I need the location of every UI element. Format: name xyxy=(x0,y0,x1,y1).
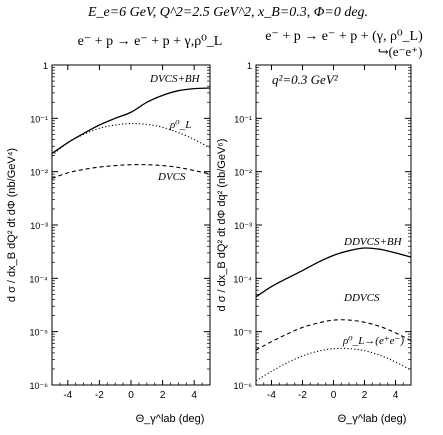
y-tick-label: 10⁻⁵ xyxy=(30,328,49,338)
y-tick-label: 10⁻⁴ xyxy=(233,274,252,284)
x-tick-label: -2 xyxy=(298,390,307,401)
right-series xyxy=(255,247,412,382)
left-panel: -4 -2 0 2 4 10⁻⁶ 10⁻⁵ 10⁻⁴ 10⁻³ 10⁻² 10⁻¹ 1 DVCS+BH… xyxy=(6,61,211,425)
x-tick-label: 0 xyxy=(331,390,337,401)
left-ticks: -4 -2 0 2 4 10⁻⁶ 10⁻⁵ 10⁻⁴ 10⁻³ 10⁻² 10⁻¹ 1 xyxy=(29,61,211,401)
right-decay-label: ↪(e⁻e⁺) xyxy=(378,44,423,59)
series-line-solid xyxy=(51,87,211,154)
right-y-axis-label: d σ / dx_B dQ² dt dΦ dq² (nb/GeV⁶) xyxy=(216,139,228,312)
right-labels: DDVCS+BH DDVCS ρ⁰_L→(e⁺e⁻) xyxy=(342,236,404,347)
right-panel: -4 -2 0 2 4 10⁻⁶ 10⁻⁵ 10⁻⁴ 10⁻³ 10⁻² 10⁻¹ 1 DDVCS+B… xyxy=(216,61,412,425)
left-x-axis-label: Θ_γ^lab (deg) xyxy=(136,413,205,425)
series-line-dashed xyxy=(255,319,412,351)
y-tick-label: 1 xyxy=(247,61,252,71)
series-label: DVCS+BH xyxy=(149,73,201,85)
series-label: ρ⁰_L xyxy=(169,119,191,131)
x-tick-label: 2 xyxy=(362,390,368,401)
y-tick-label: 10⁻¹ xyxy=(30,114,48,124)
y-tick-label: 10⁻² xyxy=(234,168,252,178)
right-ticks: -4 -2 0 2 4 10⁻⁶ 10⁻⁵ 10⁻⁴ 10⁻³ 10⁻² 10⁻¹ 1 xyxy=(233,61,412,401)
series-line-solid xyxy=(255,247,412,298)
x-tick-label: -4 xyxy=(63,390,72,401)
y-tick-label: 10⁻⁶ xyxy=(234,381,253,391)
y-tick-label: 10⁻² xyxy=(30,168,48,178)
series-label: DDVCS+BH xyxy=(343,236,403,248)
y-tick-label: 10⁻⁴ xyxy=(29,274,48,284)
y-tick-label: 10⁻³ xyxy=(30,221,48,231)
right-x-axis-label: Θ_γ^lab (deg) xyxy=(338,413,407,425)
left-plot-frame xyxy=(51,64,211,386)
y-tick-label: 10⁻⁶ xyxy=(30,381,49,391)
x-tick-label: 0 xyxy=(128,390,134,401)
left-reaction-label: e⁻ + p → e⁻ + p + γ,ρ⁰_L xyxy=(78,34,223,49)
y-tick-label: 1 xyxy=(43,61,48,71)
series-line-dotted xyxy=(255,347,412,382)
y-tick-label: 10⁻⁵ xyxy=(234,328,253,338)
x-tick-label: 4 xyxy=(191,390,197,401)
x-tick-label: -2 xyxy=(95,390,104,401)
right-annotation: q²=0.3 GeV² xyxy=(272,72,339,87)
series-label: DDVCS xyxy=(343,292,380,304)
y-tick-label: 10⁻¹ xyxy=(234,114,252,124)
right-reaction-label: e⁻ + p → e⁻ + p + (γ, ρ⁰_L) xyxy=(265,29,423,44)
left-labels: DVCS+BH ρ⁰_L DVCS xyxy=(149,73,201,183)
left-y-axis-label: d σ / dx_B dQ² dt dΦ (nb/GeV⁴) xyxy=(6,148,18,302)
y-tick-label: 10⁻³ xyxy=(234,221,252,231)
x-tick-label: -4 xyxy=(267,390,276,401)
series-label: DVCS xyxy=(157,171,186,183)
left-series xyxy=(51,87,211,179)
series-label: ρ⁰_L→(e⁺e⁻) xyxy=(342,335,404,347)
x-tick-label: 4 xyxy=(393,390,399,401)
kinematics-header: E_e=6 GeV, Q^2=2.5 GeV^2, x_B=0.3, Φ=0 d… xyxy=(87,5,368,20)
series-line-dashed xyxy=(51,164,211,179)
x-tick-label: 2 xyxy=(160,390,166,401)
